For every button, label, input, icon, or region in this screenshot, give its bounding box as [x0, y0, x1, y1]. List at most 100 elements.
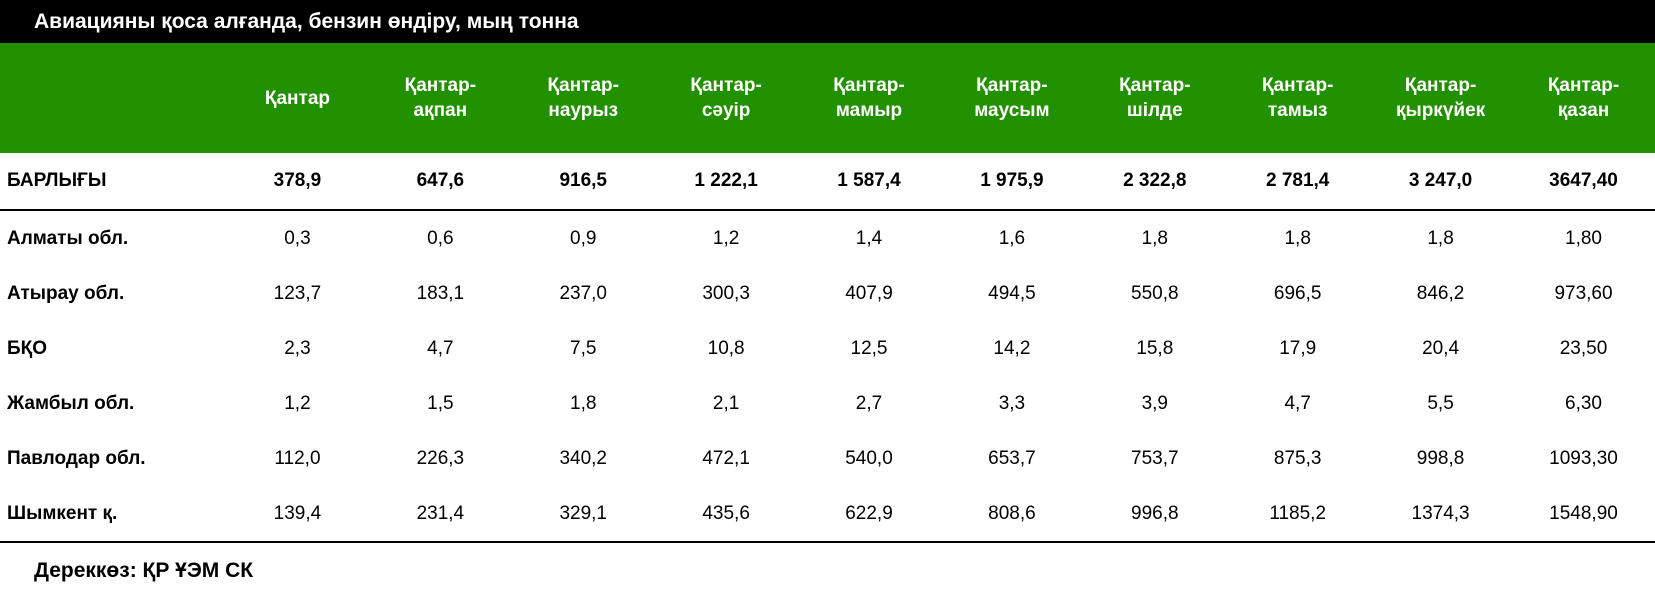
- column-header: Қантар- қыркүйек: [1395, 75, 1486, 121]
- table-cell: 494,5: [988, 282, 1036, 304]
- table-cell: 1,8: [570, 392, 597, 414]
- table-cell: 226,3: [416, 447, 465, 469]
- table-cell: 4,7: [427, 337, 454, 359]
- table-cell: 23,50: [1559, 337, 1608, 359]
- column-header: Қантар: [264, 87, 330, 109]
- table-cell: 472,1: [702, 447, 750, 469]
- table-cell: 435,6: [654, 486, 798, 543]
- table-cell: 123,7: [273, 282, 322, 304]
- table-cell: 1093,30: [1549, 447, 1618, 469]
- table-cell: 1185,2: [1226, 486, 1370, 543]
- table-cell: 12,5: [850, 337, 888, 359]
- table-cell: 996,8: [1083, 486, 1227, 543]
- column-header: Қантар- тамыз: [1261, 75, 1334, 121]
- table-cell: 139,4: [226, 486, 369, 543]
- row-label: Павлодар обл.: [7, 447, 146, 469]
- header-row: Қантар Қантар- ақпан Қантар- наурыз Қант…: [0, 43, 1655, 153]
- table-cell: 231,4: [368, 486, 512, 543]
- table-cell: 875,3: [1273, 447, 1322, 469]
- source-note: Дереккөз: ҚР ҰЭМ СК: [34, 559, 254, 582]
- table-cell: 183,1: [416, 282, 465, 304]
- table-row: Жамбыл обл. 1,2 1,5 1,8 2,1 2,7 3,3 3,9 …: [0, 376, 1655, 431]
- table-cell: 3,3: [998, 392, 1026, 414]
- table-cell: 4,7: [1284, 392, 1311, 414]
- table-cell: 1374,3: [1369, 486, 1513, 543]
- column-header: Қантар- мамыр: [833, 75, 905, 121]
- table-cell: 1,8: [1141, 227, 1168, 249]
- row-label: Алматы обл.: [7, 227, 129, 249]
- table-cell: 550,8: [1131, 282, 1179, 304]
- table-cell: 15,8: [1136, 337, 1174, 359]
- table-cell: 973,60: [1554, 282, 1613, 304]
- table-cell: 846,2: [1416, 282, 1465, 304]
- table-cell: 0,3: [284, 227, 311, 249]
- table-cell: 329,1: [511, 486, 655, 543]
- table-cell: 1,80: [1565, 227, 1602, 249]
- table-cell: 1 587,4: [797, 153, 941, 211]
- table-row: Шымкент қ. 139,4 231,4 329,1 435,6 622,9…: [0, 486, 1655, 543]
- table-cell: 998,8: [1416, 447, 1465, 469]
- column-header: Қантар- қазан: [1547, 75, 1620, 121]
- table-cell: 378,9: [226, 153, 369, 211]
- table-cell: 808,6: [940, 486, 1084, 543]
- table-cell: 3 247,0: [1369, 153, 1513, 211]
- column-header-region: [0, 43, 226, 153]
- table-row: Алматы обл. 0,3 0,6 0,9 1,2 1,4 1,6 1,8 …: [0, 210, 1655, 266]
- table-cell: 407,9: [845, 282, 893, 304]
- table-cell: 237,0: [559, 282, 607, 304]
- table-row: Атырау обл. 123,7 183,1 237,0 300,3 407,…: [0, 266, 1655, 321]
- table-cell: 0,6: [427, 227, 454, 249]
- table-cell: 2,3: [284, 337, 311, 359]
- table-cell: 1,2: [284, 392, 311, 414]
- table-cell: 2 322,8: [1083, 153, 1227, 211]
- column-header: Қантар- шілде: [1119, 75, 1191, 121]
- table-cell: 916,5: [511, 153, 655, 211]
- table-cell: 1 975,9: [940, 153, 1084, 211]
- table-cell: 300,3: [702, 282, 750, 304]
- table-cell: 1,4: [855, 227, 883, 249]
- table-cell: 696,5: [1273, 282, 1322, 304]
- table-cell: 5,5: [1427, 392, 1454, 414]
- table-cell: 14,2: [993, 337, 1031, 359]
- table-cell: 2 781,4: [1226, 153, 1370, 211]
- table-cell: 3,9: [1141, 392, 1168, 414]
- table-cell: 1,6: [998, 227, 1026, 249]
- column-header: Қантар- маусым: [974, 75, 1050, 121]
- table-cell: 17,9: [1279, 337, 1317, 359]
- row-label: Шымкент қ.: [0, 486, 226, 543]
- table-row: БҚО 2,3 4,7 7,5 10,8 12,5 14,2 15,8 17,9…: [0, 321, 1655, 376]
- table-cell: 540,0: [845, 447, 893, 469]
- table-title: Авиацияны қоса алғанда, бензин өндіру, м…: [0, 0, 1655, 43]
- table-cell: 3647,40: [1512, 153, 1655, 211]
- table-cell: 10,8: [707, 337, 745, 359]
- table-cell: 6,30: [1565, 392, 1602, 414]
- table-cell: 622,9: [797, 486, 941, 543]
- table-cell: 20,4: [1422, 337, 1460, 359]
- table-cell: 1,8: [1284, 227, 1311, 249]
- row-label: БҚО: [7, 337, 48, 359]
- table-cell: 1,8: [1427, 227, 1454, 249]
- table-cell: 7,5: [570, 337, 597, 359]
- table-cell: 112,0: [274, 447, 321, 469]
- total-row: БАРЛЫҒЫ 378,9 647,6 916,5 1 222,1 1 587,…: [0, 153, 1655, 211]
- table-cell: 0,9: [570, 227, 597, 249]
- production-table: Қантар Қантар- ақпан Қантар- наурыз Қант…: [0, 43, 1655, 543]
- header-band: [0, 43, 1655, 153]
- row-label: Жамбыл обл.: [7, 392, 135, 414]
- row-label: БАРЛЫҒЫ: [0, 153, 226, 211]
- table-cell: 2,1: [712, 392, 740, 414]
- column-header: Қантар- ақпан: [404, 75, 477, 121]
- table-cell: 1,5: [427, 392, 454, 414]
- table-cell: 753,7: [1131, 447, 1179, 469]
- table-cell: 1,2: [712, 227, 740, 249]
- table-cell: 340,2: [559, 447, 607, 469]
- table-cell: 2,7: [855, 392, 883, 414]
- column-header: Қантар- сәуір: [690, 75, 762, 121]
- row-label: Атырау обл.: [7, 282, 125, 304]
- table-cell: 653,7: [988, 447, 1036, 469]
- table-cell: 647,6: [368, 153, 512, 211]
- table-cell: 1 222,1: [654, 153, 798, 211]
- column-header: Қантар- наурыз: [547, 75, 619, 121]
- table-row: Павлодар обл. 112,0 226,3 340,2 472,1 54…: [0, 431, 1655, 486]
- table-cell: 1548,90: [1512, 486, 1655, 543]
